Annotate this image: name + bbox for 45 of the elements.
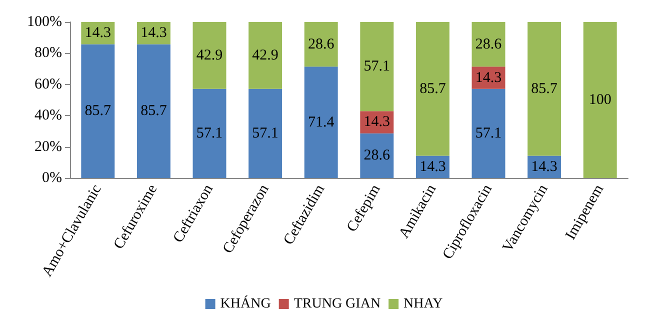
data-label: 100 [588, 92, 612, 108]
data-label: 14.3 [475, 70, 502, 86]
bar [472, 22, 506, 67]
bar [136, 44, 170, 178]
bar [360, 22, 394, 112]
legend-label: KHÁNG [220, 294, 271, 312]
data-label: 28.6 [475, 36, 502, 52]
bar [81, 44, 115, 178]
bar [248, 22, 282, 89]
bar [472, 88, 506, 178]
bar [192, 22, 226, 89]
y-tick-label: 80% [34, 45, 62, 62]
bar [583, 22, 617, 178]
data-label: 85.7 [420, 80, 446, 97]
bar [192, 88, 226, 178]
data-label: 57.1 [475, 125, 502, 142]
data-label: 14.3 [531, 158, 558, 175]
y-tick-label: 20% [34, 138, 62, 155]
data-label: 85.7 [531, 80, 558, 97]
y-tick-label: 60% [34, 76, 62, 92]
data-label: 14.3 [420, 158, 446, 175]
bar [248, 88, 282, 178]
bar [304, 22, 338, 67]
bar [528, 22, 562, 156]
data-label: 71.4 [308, 114, 335, 130]
legend-label: NHAY [404, 296, 443, 312]
data-label: 85.7 [84, 103, 112, 120]
y-tick-label: 40% [34, 108, 62, 124]
bar [360, 133, 394, 178]
data-label: 85.7 [140, 103, 168, 120]
y-tick-label: 0% [42, 170, 62, 186]
data-label: 28.6 [308, 36, 335, 52]
data-label: 42.9 [252, 47, 278, 64]
bar [416, 22, 450, 156]
bar [304, 66, 338, 178]
data-label: 14.3 [84, 25, 112, 42]
data-label: 14.3 [364, 114, 390, 130]
legend-label: TRUNG GIAN [294, 296, 381, 312]
data-label: 57.1 [364, 58, 390, 75]
data-label: 57.1 [252, 125, 278, 142]
y-tick-label: 100% [27, 14, 62, 30]
data-label: 14.3 [140, 25, 167, 42]
data-label: 57.1 [196, 125, 223, 142]
data-label: 42.9 [196, 47, 223, 64]
data-label: 28.6 [364, 148, 391, 164]
